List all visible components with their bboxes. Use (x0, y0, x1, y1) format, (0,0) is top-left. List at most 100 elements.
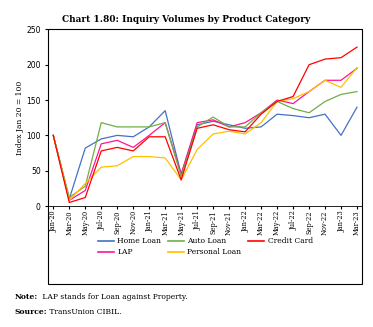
LAP (355, 66, 359, 70)
Line: Personal Loan: Personal Loan (53, 68, 357, 200)
Personal Loan (163, 156, 167, 160)
Credit Card (195, 126, 200, 130)
Home Loan (115, 133, 119, 137)
LAP (227, 125, 231, 129)
Auto Loan (147, 125, 151, 129)
LAP (243, 121, 247, 125)
Auto Loan (227, 125, 231, 129)
LAP (339, 78, 343, 82)
LAP (323, 78, 327, 82)
Personal Loan (307, 90, 311, 94)
Auto Loan (163, 121, 167, 125)
LAP (131, 146, 135, 149)
Auto Loan (355, 90, 359, 94)
Auto Loan (243, 125, 247, 129)
Credit Card (131, 149, 135, 153)
Credit Card (259, 112, 263, 116)
Auto Loan (67, 196, 72, 199)
Home Loan (227, 123, 231, 127)
LAP (51, 133, 56, 137)
Auto Loan (275, 99, 279, 103)
Home Loan (243, 126, 247, 130)
Line: Auto Loan: Auto Loan (53, 92, 357, 198)
Home Loan (275, 112, 279, 116)
Home Loan (211, 119, 215, 123)
Auto Loan (307, 111, 311, 115)
Home Loan (131, 135, 135, 139)
Auto Loan (51, 133, 56, 137)
Credit Card (51, 133, 56, 137)
Personal Loan (83, 181, 88, 185)
LAP (275, 98, 279, 102)
Personal Loan (211, 132, 215, 136)
Credit Card (115, 146, 119, 149)
Personal Loan (195, 147, 200, 151)
Home Loan (51, 133, 56, 137)
Credit Card (243, 130, 247, 134)
Auto Loan (83, 184, 88, 188)
LAP (147, 133, 151, 137)
Home Loan (323, 112, 327, 116)
Personal Loan (355, 66, 359, 70)
Personal Loan (339, 85, 343, 89)
Personal Loan (51, 133, 56, 137)
Credit Card (83, 196, 88, 199)
Credit Card (275, 99, 279, 103)
Credit Card (211, 123, 215, 127)
Auto Loan (179, 174, 184, 178)
Text: Note:: Note: (15, 293, 38, 301)
Personal Loan (243, 132, 247, 136)
Home Loan (291, 114, 295, 118)
Text: LAP stands for Loan against Property.: LAP stands for Loan against Property. (40, 293, 188, 301)
Personal Loan (227, 129, 231, 133)
Personal Loan (291, 97, 295, 101)
LAP (67, 198, 72, 202)
LAP (307, 90, 311, 94)
LAP (195, 121, 200, 125)
Credit Card (99, 149, 103, 153)
Line: LAP: LAP (53, 68, 357, 200)
Credit Card (227, 128, 231, 132)
LAP (99, 142, 103, 146)
Credit Card (147, 135, 151, 139)
Home Loan (339, 133, 343, 137)
Auto Loan (211, 115, 215, 119)
LAP (163, 121, 167, 125)
Text: Source:: Source: (15, 308, 47, 316)
Home Loan (83, 146, 88, 150)
Auto Loan (195, 125, 200, 129)
Auto Loan (339, 93, 343, 96)
Credit Card (163, 135, 167, 139)
Auto Loan (131, 125, 135, 129)
Personal Loan (275, 99, 279, 103)
Line: Credit Card: Credit Card (53, 47, 357, 202)
Home Loan (259, 125, 263, 129)
Personal Loan (115, 164, 119, 168)
Text: TransUnion CIBIL.: TransUnion CIBIL. (47, 308, 121, 316)
Line: Home Loan: Home Loan (53, 107, 357, 199)
Credit Card (307, 63, 311, 67)
Personal Loan (99, 165, 103, 169)
Credit Card (179, 178, 184, 182)
Personal Loan (323, 78, 327, 82)
Auto Loan (115, 125, 119, 129)
LAP (259, 111, 263, 115)
Text: Chart 1.80: Inquiry Volumes by Product Category: Chart 1.80: Inquiry Volumes by Product C… (62, 15, 311, 24)
LAP (211, 118, 215, 122)
Home Loan (67, 197, 72, 201)
Credit Card (323, 57, 327, 61)
Home Loan (147, 125, 151, 129)
Y-axis label: Index Jan 20 = 100: Index Jan 20 = 100 (16, 80, 23, 155)
Home Loan (99, 137, 103, 141)
Personal Loan (259, 121, 263, 125)
Auto Loan (323, 99, 327, 103)
LAP (291, 102, 295, 106)
Auto Loan (291, 107, 295, 111)
LAP (115, 138, 119, 142)
Home Loan (163, 109, 167, 112)
LAP (179, 172, 184, 176)
Credit Card (355, 45, 359, 49)
Credit Card (339, 56, 343, 60)
Legend: Home Loan, LAP, Auto Loan, Personal Loan, Credit Card: Home Loan, LAP, Auto Loan, Personal Loan… (98, 237, 313, 256)
Credit Card (291, 95, 295, 98)
